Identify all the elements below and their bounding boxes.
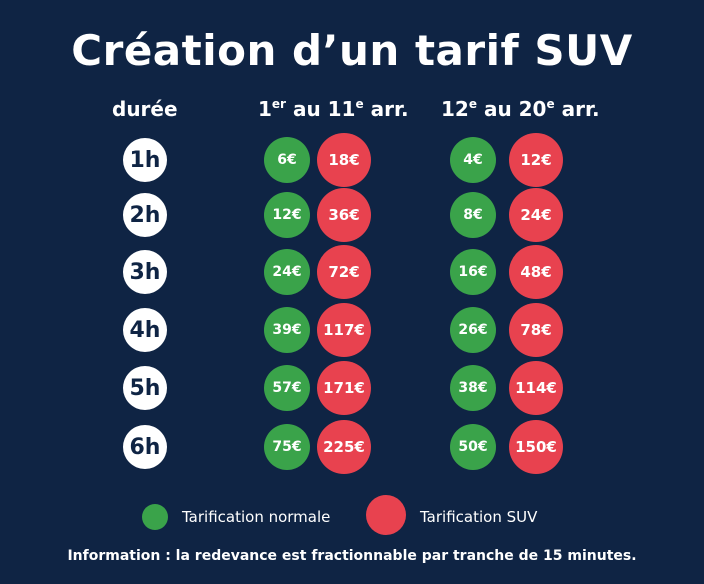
zone1-normal-price: 75€	[264, 424, 310, 470]
zone2-normal-price: 4€	[450, 137, 496, 183]
zone1-normal-price: 6€	[264, 137, 310, 183]
duration-badge: 2h	[123, 193, 167, 237]
zone1-normal-price: 57€	[264, 365, 310, 411]
zone2-normal-price: 50€	[450, 424, 496, 470]
zone2-normal-price: 16€	[450, 249, 496, 295]
zone1-normal-price: 12€	[264, 192, 310, 238]
zone2-suv-price: 150€	[509, 420, 563, 474]
zone2-normal-price: 8€	[450, 192, 496, 238]
zone2-header: 12e au 20e arr.	[441, 97, 600, 121]
duration-badge: 6h	[123, 425, 167, 469]
legend-suv-label: Tarification SUV	[420, 508, 538, 526]
zone1-header: 1er au 11e arr.	[258, 97, 409, 121]
zone2-normal-price: 26€	[450, 307, 496, 353]
duration-badge: 5h	[123, 366, 167, 410]
duration-header: durée	[112, 97, 178, 121]
info-note: Information : la redevance est fractionn…	[67, 548, 637, 564]
zone1-suv-price: 225€	[317, 420, 371, 474]
zone1-suv-price: 117€	[317, 303, 371, 357]
zone1-suv-price: 18€	[317, 133, 371, 187]
legend-normal-dot	[142, 504, 168, 530]
zone2-suv-price: 24€	[509, 188, 563, 242]
zone2-suv-price: 78€	[509, 303, 563, 357]
zone2-suv-price: 114€	[509, 361, 563, 415]
legend-suv-dot	[366, 495, 406, 535]
zone2-normal-price: 38€	[450, 365, 496, 411]
duration-badge: 4h	[123, 308, 167, 352]
zone1-suv-price: 171€	[317, 361, 371, 415]
zone1-normal-price: 24€	[264, 249, 310, 295]
zone2-suv-price: 48€	[509, 245, 563, 299]
zone2-suv-price: 12€	[509, 133, 563, 187]
page-title: Création d’un tarif SUV	[71, 26, 633, 75]
duration-badge: 1h	[123, 138, 167, 182]
zone1-suv-price: 72€	[317, 245, 371, 299]
zone1-normal-price: 39€	[264, 307, 310, 353]
duration-badge: 3h	[123, 250, 167, 294]
zone1-suv-price: 36€	[317, 188, 371, 242]
legend-normal-label: Tarification normale	[182, 508, 331, 526]
